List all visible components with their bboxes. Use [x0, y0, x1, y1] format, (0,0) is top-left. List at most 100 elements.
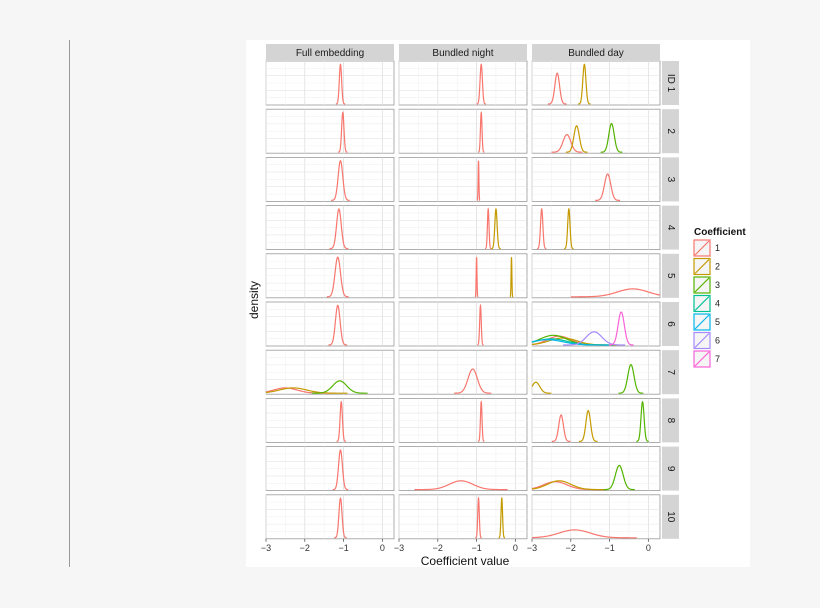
- column-strip: [266, 44, 394, 60]
- column-strip: [399, 44, 527, 60]
- density-curve-coef-1: [570, 288, 661, 298]
- grid-layer: [265, 60, 661, 540]
- density-curve-coef-2: [564, 207, 574, 250]
- density-curve-coef-3: [311, 380, 368, 394]
- density-curve-coef-7: [608, 311, 634, 346]
- x-tick-label: −3: [527, 543, 537, 553]
- density-curve-coef-1: [332, 449, 349, 491]
- legend-label: 2: [715, 262, 720, 272]
- legend-item-7: 7: [693, 350, 720, 368]
- legend-item-2: 2: [693, 257, 720, 276]
- x-tick-label: −2: [300, 543, 310, 553]
- density-curve-coef-1: [478, 110, 485, 153]
- legend-item-3: 3: [693, 276, 720, 294]
- legend-label: 7: [715, 354, 720, 364]
- density-curve-coef-2: [531, 480, 606, 491]
- row-strip-label: 8: [665, 418, 676, 424]
- density-curve-coef-1: [478, 400, 485, 442]
- density-curve-coef-2: [265, 387, 348, 394]
- legend-item-1: 1: [693, 239, 720, 257]
- density-curve-coef-1: [474, 257, 479, 298]
- density-curve-coef-1: [329, 208, 349, 250]
- density-curve-coef-2: [578, 63, 591, 105]
- row-strip: [662, 446, 679, 491]
- legend-item-4: 4: [693, 294, 720, 313]
- density-curve-coef-1: [335, 63, 346, 105]
- row-strip-label: 7: [665, 369, 676, 375]
- legend-key-diagonal: [694, 351, 710, 367]
- row-strip: [662, 61, 679, 105]
- density-curve-coef-2: [578, 409, 598, 442]
- x-axis-label: Coefficient value: [421, 554, 510, 568]
- density-curve-coef-1: [475, 496, 482, 539]
- legend-title: Coefficient: [694, 227, 746, 238]
- x-tick-label: −1: [471, 543, 481, 553]
- legend-label: 3: [715, 280, 720, 290]
- legend-key-diagonal: [694, 296, 710, 311]
- x-tick-label: −2: [433, 543, 443, 553]
- strips-layer: Full embedding Bundled night Bundled day ID…: [266, 44, 679, 539]
- x-tick-label: −1: [338, 543, 348, 553]
- density-curve-coef-1: [328, 304, 348, 346]
- density-curve-coef-1: [595, 173, 621, 201]
- density-curve-coef-1: [485, 207, 492, 250]
- y-axis-label: density: [247, 281, 261, 319]
- x-tick-label: −1: [604, 543, 614, 553]
- row-strip-label: 10: [665, 511, 676, 523]
- density-curve-coef-1: [334, 497, 347, 539]
- density-curve-coef-1: [326, 256, 349, 298]
- row-strip-label: ID 1: [665, 74, 676, 93]
- density-curve-coef-1: [551, 414, 571, 442]
- row-strip-label: 2: [665, 128, 676, 134]
- density-curve-coef-2: [509, 257, 514, 298]
- density-curve-coef-3: [600, 122, 623, 153]
- density-curve-coef-2: [491, 207, 501, 250]
- density-curve-coef-1: [476, 63, 486, 105]
- density-curve-coef-1: [531, 529, 637, 539]
- density-curve-coef-3: [618, 363, 644, 394]
- row-strip-label: 9: [665, 466, 676, 472]
- legend-item-6: 6: [693, 331, 720, 350]
- legend-label: 5: [715, 317, 720, 327]
- row-strip-label: 6: [665, 321, 676, 327]
- density-curve-coef-1: [454, 368, 492, 394]
- column-strip: [532, 44, 660, 60]
- density-curve-coef-1: [338, 111, 348, 153]
- row-strip: [662, 398, 679, 443]
- density-curve-coef-2: [498, 496, 505, 539]
- row-strip-label: 4: [665, 225, 676, 231]
- row-strip: [662, 205, 679, 250]
- column-strip-label: Bundled night: [432, 48, 493, 59]
- legend: Coefficient 1 2 3 4 5 6 7: [693, 227, 746, 368]
- legend-key-diagonal: [694, 277, 710, 293]
- density-curve-coef-1: [547, 72, 567, 105]
- row-strip: [662, 494, 679, 539]
- x-tick-label: −2: [566, 543, 576, 553]
- legend-label: 4: [715, 299, 720, 309]
- legend-label: 1: [715, 243, 720, 253]
- legend-key-diagonal: [694, 240, 710, 256]
- density-curve-coef-1: [414, 480, 508, 491]
- x-tick-label: −3: [394, 543, 404, 553]
- legend-key-diagonal: [694, 259, 710, 274]
- density-curve-coef-1: [331, 160, 350, 201]
- row-strip: [662, 157, 679, 202]
- density-curve-coef-2: [531, 381, 552, 394]
- density-curve-coef-1: [536, 207, 547, 250]
- row-strip: [662, 253, 679, 298]
- density-curve-coef-5: [531, 339, 610, 346]
- column-strip-label: Bundled day: [568, 48, 624, 59]
- legend-label: 6: [715, 336, 720, 346]
- row-strip: [662, 350, 679, 395]
- density-curve-coef-1: [551, 133, 583, 153]
- density-curve-coef-2: [565, 125, 588, 153]
- density-curve-coef-3: [636, 400, 649, 442]
- left-divider-line: [69, 40, 70, 567]
- legend-key-diagonal: [694, 333, 710, 348]
- density-curve-coef-1: [476, 160, 481, 201]
- density-curve-coef-6: [563, 331, 626, 346]
- legend-item-5: 5: [693, 313, 720, 331]
- x-tick-label: −3: [261, 543, 271, 553]
- row-strip: [662, 302, 679, 346]
